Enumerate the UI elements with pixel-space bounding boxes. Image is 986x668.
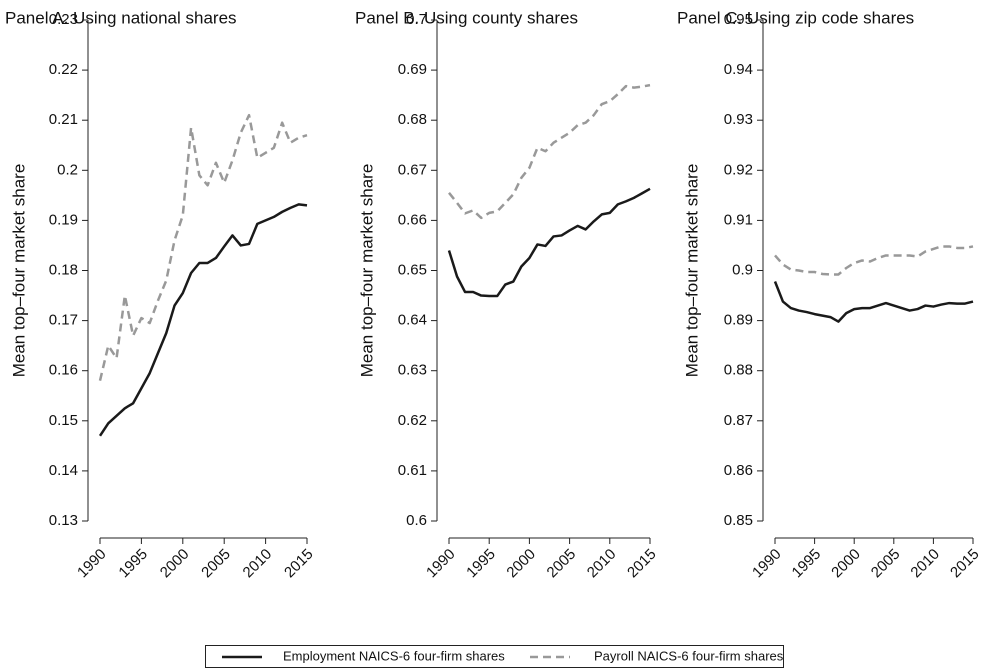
panel-title: Panel B. Using county shares <box>355 8 578 27</box>
y-tick-label: 0.68 <box>398 111 427 128</box>
series-line <box>447 187 651 298</box>
y-tick-label: 0.88 <box>724 362 753 379</box>
x-tick-label: 1990 <box>749 546 785 582</box>
y-tick-label: 0.17 <box>49 312 78 329</box>
series-line <box>98 113 308 382</box>
y-tick-label: 0.92 <box>724 161 753 178</box>
series-line <box>774 245 974 276</box>
y-tick-label: 0.65 <box>398 261 427 278</box>
y-axis-label: Mean top–four market share <box>357 164 376 378</box>
x-tick-label: 2015 <box>624 546 660 582</box>
x-tick-label: 2005 <box>544 546 580 582</box>
y-tick-label: 0.6 <box>406 512 427 529</box>
y-tick-label: 0.86 <box>724 462 753 479</box>
legend-label: Employment NAICS-6 four-firm shares <box>283 648 505 663</box>
y-tick-label: 0.93 <box>724 111 753 128</box>
x-tick-label: 2000 <box>828 546 864 582</box>
y-tick-label: 0.16 <box>49 362 78 379</box>
panel-title: Panel A. Using national shares <box>5 8 237 27</box>
x-tick-label: 2000 <box>503 546 539 582</box>
y-tick-label: 0.19 <box>49 211 78 228</box>
series-line <box>98 203 308 437</box>
series-line <box>773 281 974 323</box>
legend: Employment NAICS-6 four-firm shares Payro… <box>205 645 784 668</box>
y-tick-label: 0.63 <box>398 362 427 379</box>
y-tick-label: 0.89 <box>724 312 753 329</box>
y-tick-label: 0.69 <box>398 61 427 78</box>
y-tick-label: 0.87 <box>724 412 753 429</box>
y-tick-label: 0.91 <box>724 211 753 228</box>
x-tick-label: 2010 <box>584 546 620 582</box>
y-axis-label: Mean top–four market share <box>9 164 28 378</box>
x-tick-label: 2015 <box>947 546 983 582</box>
y-tick-label: 0.61 <box>398 462 427 479</box>
y-tick-label: 0.66 <box>398 211 427 228</box>
x-tick-label: 2005 <box>198 546 234 582</box>
y-tick-label: 0.15 <box>49 412 78 429</box>
y-axis-label: Mean top–four market share <box>682 164 701 378</box>
y-tick-label: 0.85 <box>724 512 753 529</box>
panel-title: Panel C. Using zip code shares <box>677 8 914 27</box>
y-tick-label: 0.21 <box>49 111 78 128</box>
y-tick-label: 0.23 <box>49 11 78 28</box>
y-tick-label: 0.62 <box>398 412 427 429</box>
y-tick-label: 0.7 <box>406 11 427 28</box>
y-tick-label: 0.18 <box>49 261 78 278</box>
y-tick-label: 0.22 <box>49 61 78 78</box>
x-tick-label: 2005 <box>868 546 904 582</box>
x-tick-label: 1990 <box>74 546 110 582</box>
x-tick-label: 1990 <box>423 546 459 582</box>
y-tick-label: 0.67 <box>398 161 427 178</box>
x-tick-label: 2010 <box>240 546 276 582</box>
y-tick-label: 0.94 <box>724 61 753 78</box>
x-tick-label: 2010 <box>907 546 943 582</box>
legend-label: Payroll NAICS-6 four-firm shares <box>594 648 784 663</box>
y-tick-label: 0.9 <box>732 261 753 278</box>
y-tick-label: 0.2 <box>57 161 78 178</box>
x-tick-label: 1995 <box>789 546 825 582</box>
y-tick-label: 0.64 <box>398 312 427 329</box>
y-tick-label: 0.13 <box>49 512 78 529</box>
series-line <box>448 83 651 220</box>
x-tick-label: 1995 <box>115 546 151 582</box>
x-tick-label: 2015 <box>281 546 317 582</box>
x-tick-label: 1995 <box>463 546 499 582</box>
y-tick-label: 0.14 <box>49 462 78 479</box>
y-tick-label: 0.95 <box>724 11 753 28</box>
x-tick-label: 2000 <box>157 546 193 582</box>
